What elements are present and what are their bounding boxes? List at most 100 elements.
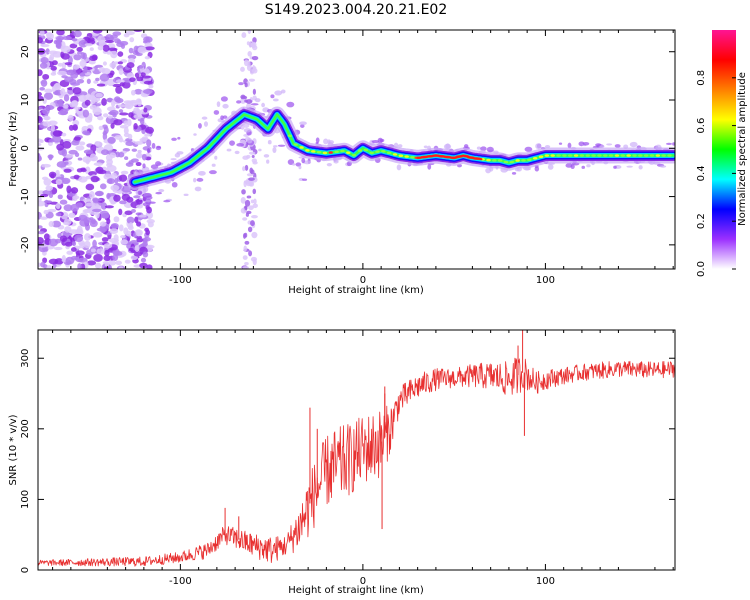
noise-blob: [119, 125, 129, 129]
spectrogram-x-tick-label: -100: [169, 275, 192, 286]
noise-blob: [38, 236, 44, 244]
noise-blob: [102, 44, 110, 52]
ridge-peak: [568, 154, 573, 157]
noise-blob: [107, 136, 116, 144]
chart-title: S149.2023.004.20.21.E02: [265, 2, 448, 18]
ridge-speckle: [198, 170, 206, 176]
noise-blob: [240, 197, 246, 204]
snr-x-label: Height of straight line (km): [288, 585, 424, 596]
noise-blob: [110, 122, 115, 129]
noise-blob: [248, 205, 254, 211]
ridge-speckle: [586, 164, 591, 168]
ridge-speckle: [423, 145, 428, 149]
ridge-speckle: [246, 138, 253, 144]
noise-blob: [242, 166, 246, 172]
noise-blob: [123, 126, 129, 135]
noise-blob: [248, 78, 256, 82]
spectrogram-y-tick-label: 20: [20, 45, 31, 58]
noise-blob: [38, 106, 43, 111]
ridge-peak: [340, 149, 345, 153]
ridge-hot-segment: [416, 154, 483, 161]
noise-blob: [43, 209, 49, 215]
noise-blob: [71, 140, 80, 146]
ridge-speckle: [638, 165, 643, 170]
noise-blob: [68, 229, 79, 234]
noise-blob: [253, 198, 257, 205]
ridge-speckle: [142, 202, 151, 207]
noise-blob: [96, 227, 106, 232]
noise-blob: [87, 37, 95, 42]
noise-blob: [63, 94, 70, 102]
noise-blob: [55, 202, 61, 210]
ridge-peak: [597, 154, 602, 157]
noise-blob: [82, 109, 90, 118]
noise-blob: [117, 51, 124, 57]
noise-blob: [120, 239, 129, 245]
noise-blob: [133, 122, 138, 130]
noise-blob: [118, 137, 124, 143]
noise-blob: [56, 143, 65, 151]
ridge-peak: [509, 160, 515, 164]
noise-blob: [88, 112, 93, 121]
noise-blob: [114, 177, 119, 184]
ridge-speckle: [427, 164, 432, 170]
ridge-speckle: [254, 98, 261, 103]
noise-blob: [92, 232, 103, 238]
ridge-speckle: [511, 171, 517, 175]
ridge-speckle: [193, 133, 197, 136]
snr-y-tick-label: 200: [20, 419, 31, 438]
noise-blob: [250, 169, 255, 175]
ridge-speckle: [326, 162, 332, 167]
ridge-peak: [322, 151, 328, 155]
noise-blob: [89, 190, 95, 199]
noise-blob: [42, 108, 50, 115]
noise-blob: [251, 56, 259, 61]
ridge-peak: [532, 156, 538, 160]
noise-blob: [71, 241, 77, 247]
noise-blob: [252, 258, 257, 266]
noise-blob: [101, 98, 107, 106]
noise-blob: [82, 130, 90, 136]
noise-blob: [99, 221, 107, 227]
noise-blob: [242, 155, 249, 160]
ridge-speckle: [629, 141, 638, 148]
noise-blob: [86, 78, 91, 85]
ridge-speckle: [606, 143, 613, 146]
ridge-speckle: [156, 146, 161, 149]
noise-blob: [38, 69, 43, 77]
noise-blob: [38, 116, 43, 124]
noise-blob: [104, 249, 110, 257]
noise-blob: [77, 263, 82, 269]
noise-blob: [113, 250, 123, 256]
noise-blob: [242, 233, 247, 239]
noise-blob: [240, 66, 245, 72]
noise-blob: [39, 216, 48, 220]
noise-blob: [144, 133, 151, 137]
snr-plot-area: [38, 330, 675, 567]
noise-blob: [76, 46, 83, 52]
noise-blob: [66, 250, 73, 255]
colorbar: 0.0 0.2 0.4 0.6 0.8 Normalized spectral ampl…: [696, 30, 748, 277]
noise-blob: [85, 183, 95, 191]
noise-blob: [248, 177, 255, 181]
noise-blob: [48, 220, 55, 227]
noise-blob: [38, 196, 42, 203]
noise-blob: [141, 153, 147, 161]
noise-blob: [106, 192, 111, 200]
noise-blob: [128, 160, 134, 165]
noise-blob: [55, 212, 62, 217]
noise-blob: [56, 161, 67, 168]
ridge-speckle: [274, 90, 283, 96]
noise-blob: [98, 67, 106, 73]
ridge-speckle: [270, 94, 275, 99]
noise-blob: [120, 43, 126, 49]
ridge-speckle: [280, 89, 286, 94]
noise-blob: [101, 237, 109, 242]
noise-blob: [126, 196, 134, 203]
noise-blob: [103, 255, 111, 262]
ridge-speckle: [547, 164, 554, 170]
noise-blob: [84, 99, 91, 106]
noise-blob: [78, 141, 86, 146]
ridge-peak: [620, 154, 625, 157]
noise-blob: [106, 178, 116, 185]
